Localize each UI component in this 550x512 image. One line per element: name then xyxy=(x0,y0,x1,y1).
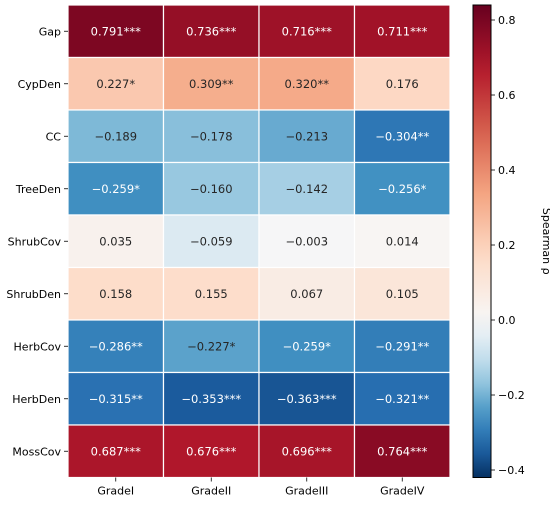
column-label: GradeII xyxy=(191,485,231,498)
heatmap-cell xyxy=(258,4,356,59)
row-label: Gap xyxy=(39,25,61,38)
cell-value-label: 0.158 xyxy=(99,287,132,301)
column-label: GradeIV xyxy=(380,485,425,498)
cell-value-label: 0.736*** xyxy=(186,24,236,38)
cell-value-label: 0.155 xyxy=(195,287,228,301)
cell-value-label: −0.178 xyxy=(190,129,233,143)
row-label: HerbCov xyxy=(14,340,62,353)
heatmap-cell-labels: 0.791*** 0.736*** 0.716*** 0.711*** 0.227* 0.… xyxy=(89,24,430,458)
colorbar-tick-label: 0.8 xyxy=(498,14,516,27)
cell-value-label: −0.286** xyxy=(89,339,143,353)
cell-value-label: −0.160 xyxy=(190,182,233,196)
cell-value-label: 0.764*** xyxy=(377,444,427,458)
colorbar-gradient xyxy=(473,5,491,478)
row-label: ShrubDen xyxy=(6,288,61,301)
heatmap-cell xyxy=(162,161,260,216)
cell-value-label: −0.189 xyxy=(94,129,137,143)
heatmap-cell xyxy=(353,56,451,111)
column-label: GradeIII xyxy=(285,485,328,498)
colorbar-ticks: 0.8 0.6 0.4 0.2 0.0 −0.2 −0.4 xyxy=(491,14,525,477)
row-label: HerbDen xyxy=(12,393,61,406)
cell-value-label: 0.696*** xyxy=(282,444,332,458)
heatmap-cell xyxy=(162,109,260,164)
colorbar-tick-label: 0.4 xyxy=(498,164,516,177)
cell-value-label: 0.716*** xyxy=(282,24,332,38)
heatmap-cell xyxy=(353,161,451,216)
heatmap-cell xyxy=(67,319,165,374)
colorbar-tick-label: 0.6 xyxy=(498,89,516,102)
heatmap-cells xyxy=(67,4,451,479)
cell-value-label: −0.353*** xyxy=(181,392,241,406)
heatmap-cell xyxy=(353,266,451,321)
heatmap-cell xyxy=(353,109,451,164)
heatmap-cell xyxy=(162,266,260,321)
heatmap-cell xyxy=(258,371,356,426)
heatmap-cell xyxy=(258,214,356,269)
cell-value-label: 0.309** xyxy=(189,77,234,91)
cell-value-label: −0.059 xyxy=(190,234,233,248)
cell-value-label: 0.711*** xyxy=(377,24,427,38)
heatmap-cell xyxy=(353,424,451,479)
cell-value-label: 0.014 xyxy=(386,234,419,248)
colorbar-title: Spearman ρ xyxy=(540,208,550,275)
cell-value-label: 0.105 xyxy=(386,287,419,301)
heatmap-cell xyxy=(162,214,260,269)
heatmap-cell xyxy=(258,319,356,374)
colorbar-tick-label: 0.0 xyxy=(498,314,516,327)
cell-value-label: 0.067 xyxy=(290,287,323,301)
cell-value-label: 0.687*** xyxy=(91,444,141,458)
cell-value-label: 0.035 xyxy=(99,234,132,248)
cell-value-label: 0.227* xyxy=(96,77,135,91)
cell-value-label: 0.791*** xyxy=(91,24,141,38)
colorbar-frame xyxy=(472,4,492,478)
row-labels: Gap CypDen CC TreeDen ShrubCov ShrubDen HerbCo… xyxy=(6,25,68,458)
heatmap-cell xyxy=(67,371,165,426)
column-labels: GradeI GradeII GradeIII GradeIV xyxy=(97,477,425,498)
colorbar-tick-label: 0.2 xyxy=(498,239,516,252)
row-label: CC xyxy=(46,130,62,143)
cell-value-label: −0.227* xyxy=(187,339,236,353)
cell-value-label: −0.142 xyxy=(285,182,328,196)
cell-value-label: −0.259* xyxy=(283,339,332,353)
cell-value-label: −0.304** xyxy=(375,129,429,143)
row-label: MossCov xyxy=(12,445,61,458)
heatmap-cell xyxy=(162,4,260,59)
cell-value-label: 0.676*** xyxy=(186,444,236,458)
heatmap-cell xyxy=(67,266,165,321)
colorbar-tick-label: −0.4 xyxy=(498,464,525,477)
cell-value-label: −0.213 xyxy=(285,129,328,143)
heatmap-cell xyxy=(353,4,451,59)
cell-value-label: −0.291** xyxy=(375,339,429,353)
cell-value-label: 0.320** xyxy=(285,77,330,91)
column-label: GradeI xyxy=(97,485,134,498)
row-label: CypDen xyxy=(18,78,61,91)
cell-value-label: 0.176 xyxy=(386,77,419,91)
heatmap-cell xyxy=(353,214,451,269)
cell-value-label: −0.259* xyxy=(92,182,141,196)
heatmap-cell xyxy=(258,266,356,321)
cell-value-label: −0.363*** xyxy=(277,392,337,406)
cell-value-label: −0.003 xyxy=(285,234,328,248)
heatmap-cell xyxy=(353,319,451,374)
row-label: ShrubCov xyxy=(8,235,62,248)
cell-value-label: −0.256* xyxy=(378,182,427,196)
colorbar: 0.8 0.6 0.4 0.2 0.0 −0.2 −0.4 Spearman ρ xyxy=(472,4,550,478)
cell-value-label: −0.315** xyxy=(89,392,143,406)
heatmap-cell xyxy=(162,56,260,111)
heatmap-cell xyxy=(67,4,165,59)
colorbar-tick-label: −0.2 xyxy=(498,389,525,402)
row-label: TreeDen xyxy=(15,183,61,196)
cell-value-label: −0.321** xyxy=(375,392,429,406)
